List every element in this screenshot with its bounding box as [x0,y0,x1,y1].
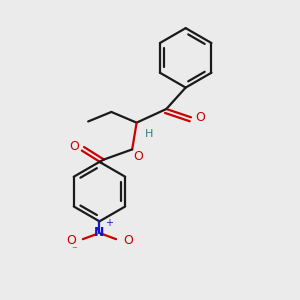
Text: H: H [145,129,153,139]
Text: O: O [66,234,76,247]
Text: O: O [70,140,80,153]
Text: ⁻: ⁻ [71,245,77,255]
Text: +: + [105,218,113,228]
Text: O: O [196,111,205,124]
Text: O: O [134,150,143,163]
Text: O: O [123,234,133,247]
Text: N: N [94,226,105,239]
